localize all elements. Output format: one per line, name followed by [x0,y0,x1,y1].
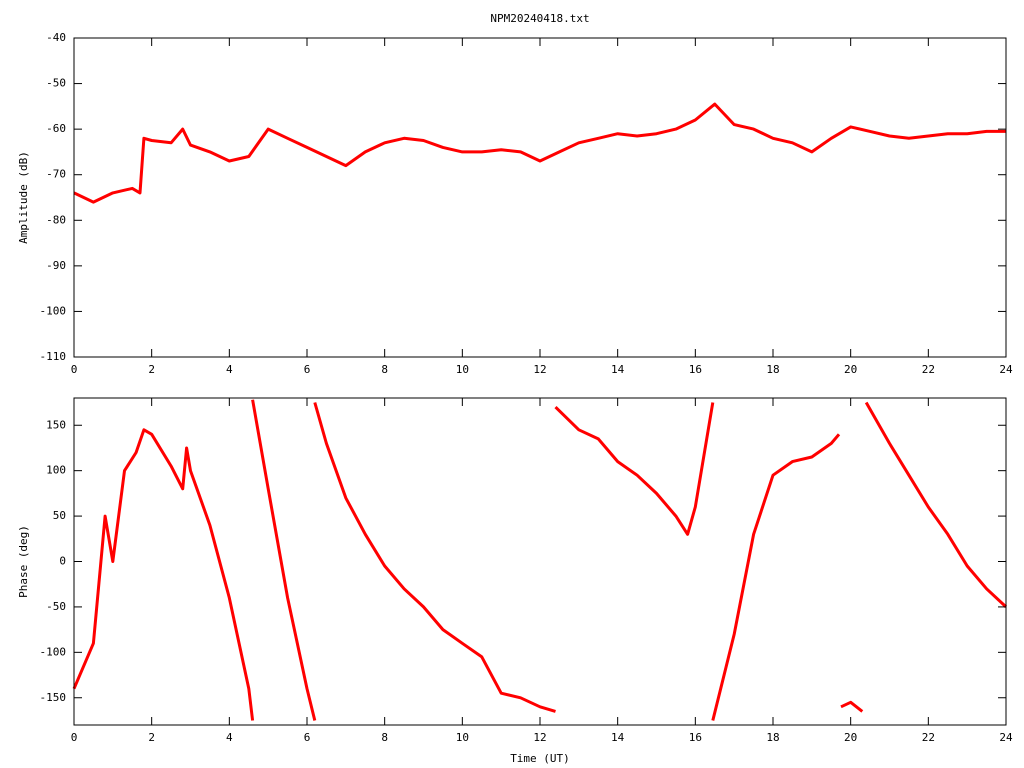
y-tick-label: -60 [46,122,66,135]
x-tick-label: 6 [304,363,311,376]
x-tick-label: 2 [148,363,155,376]
x-tick-label: 20 [844,731,857,744]
x-tick-label: 18 [766,363,779,376]
x-tick-label: 24 [999,363,1013,376]
x-tick-label: 4 [226,363,233,376]
plot-frame [73,397,1007,726]
y-tick-label: 100 [46,464,66,477]
y-tick-label: -40 [46,31,66,44]
x-tick-label: 12 [533,731,546,744]
x-tick-label: 12 [533,363,546,376]
y-tick-label: -90 [46,259,66,272]
x-tick-label: 22 [922,731,935,744]
y-tick-label: -110 [40,350,67,363]
y-tick-label: -150 [40,691,67,704]
x-tick-label: 18 [766,731,779,744]
y-tick-label: 150 [46,418,66,431]
y-tick-label: -80 [46,213,66,226]
x-tick-label: 2 [148,731,155,744]
y-tick-label: 0 [59,555,66,568]
y-tick-label: -70 [46,168,66,181]
x-tick-label: 6 [304,731,311,744]
data-line [72,399,1008,721]
y-axis-label: Amplitude (dB) [17,151,30,244]
chart-title: NPM20240418.txt [490,12,589,25]
y-axis-label: Phase (deg) [17,525,30,598]
x-tick-label: 8 [381,363,388,376]
y-tick-label: 50 [53,509,66,522]
x-tick-label: 14 [611,731,625,744]
x-tick-label: 10 [456,363,469,376]
x-tick-label: 0 [71,731,78,744]
x-tick-label: 16 [689,731,702,744]
x-tick-label: 22 [922,363,935,376]
x-axis-label: Time (UT) [510,752,570,765]
x-tick-label: 4 [226,731,233,744]
y-tick-label: -100 [40,645,67,658]
x-tick-label: 14 [611,363,625,376]
x-tick-label: 16 [689,363,702,376]
plot-frame [73,37,1007,358]
y-tick-label: -50 [46,600,66,613]
y-tick-label: -100 [40,304,67,317]
x-tick-label: 20 [844,363,857,376]
data-line [73,102,1006,204]
x-tick-label: 0 [71,363,78,376]
x-tick-label: 8 [381,731,388,744]
x-tick-label: 10 [456,731,469,744]
x-tick-label: 24 [999,731,1013,744]
y-tick-label: -50 [46,77,66,90]
